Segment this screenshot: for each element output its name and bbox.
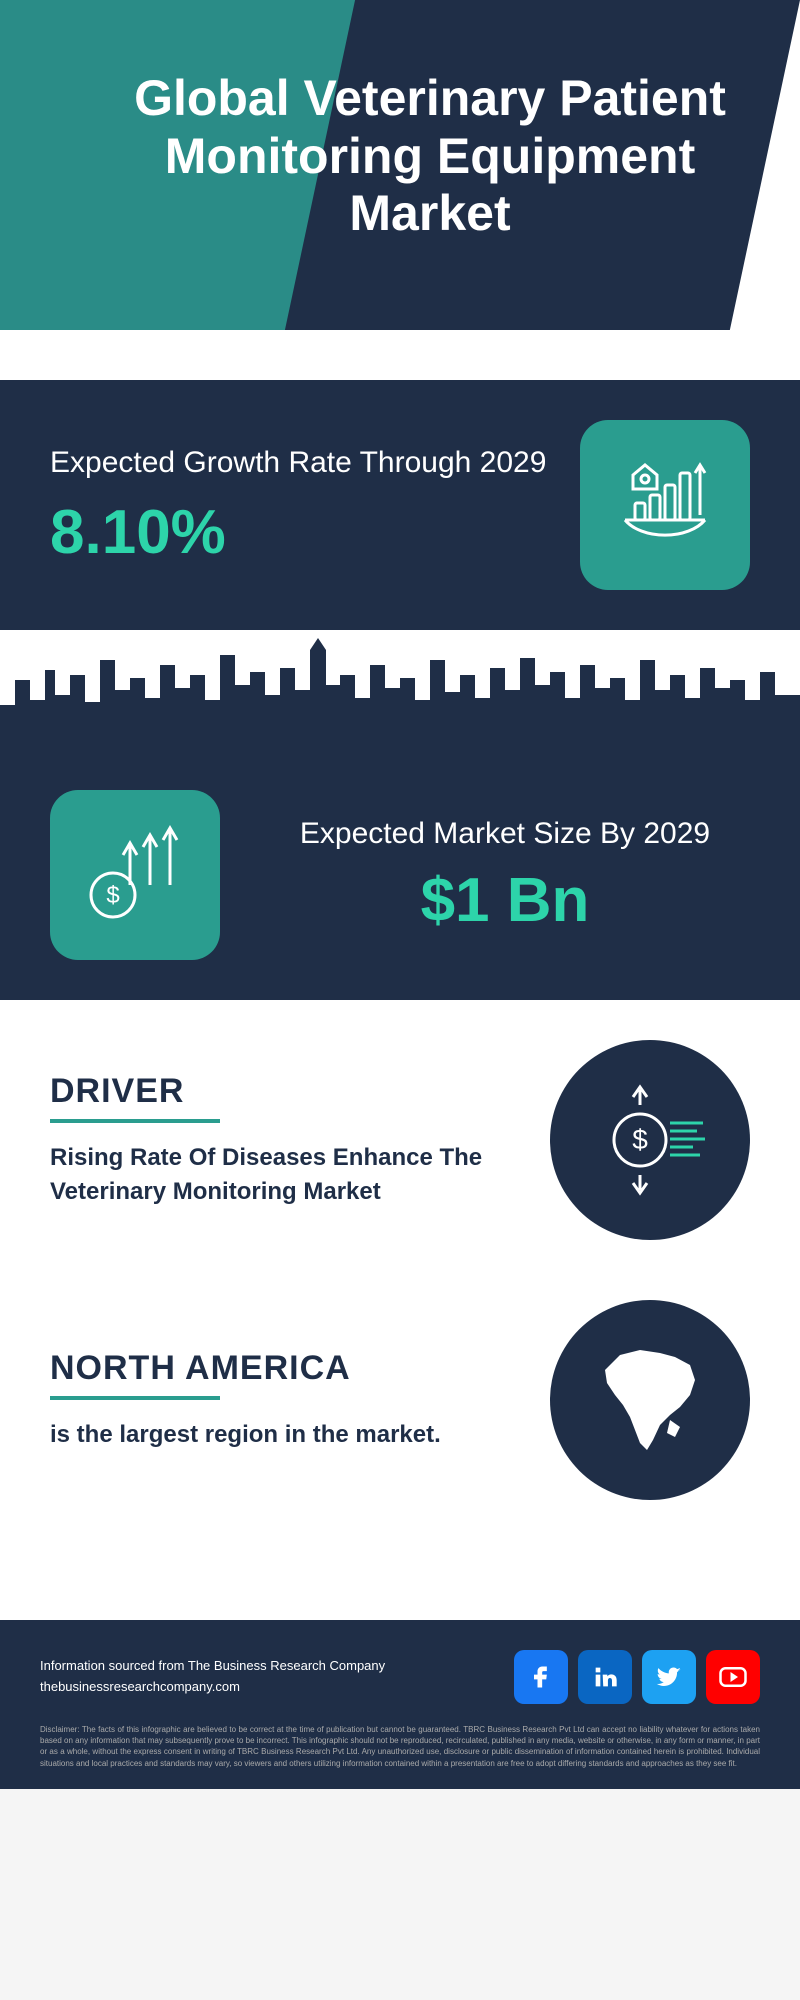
heading-underline: [50, 1396, 220, 1400]
svg-text:$: $: [632, 1124, 648, 1155]
growth-label: Expected Growth Rate Through 2029: [50, 443, 580, 482]
driver-text: DRIVER Rising Rate Of Diseases Enhance T…: [50, 1072, 510, 1208]
footer-source: Information sourced from The Business Re…: [40, 1656, 385, 1698]
region-heading: NORTH AMERICA: [50, 1349, 510, 1388]
footer: Information sourced from The Business Re…: [0, 1620, 800, 1789]
market-value: $1 Bn: [260, 865, 750, 936]
svg-text:$: $: [106, 882, 119, 909]
growth-section: Expected Growth Rate Through 2029 8.10%: [0, 380, 800, 630]
header: Global Veterinary Patient Monitoring Equ…: [0, 0, 800, 380]
growth-value: 8.10%: [50, 497, 580, 568]
growth-chart-icon: [580, 420, 750, 590]
market-label: Expected Market Size By 2029: [260, 814, 750, 853]
driver-heading: DRIVER: [50, 1072, 510, 1111]
money-flow-icon: $: [550, 1040, 750, 1240]
footer-top: Information sourced from The Business Re…: [40, 1650, 760, 1704]
driver-row: DRIVER Rising Rate Of Diseases Enhance T…: [50, 1040, 750, 1240]
info-sections: DRIVER Rising Rate Of Diseases Enhance T…: [0, 1000, 800, 1620]
heading-underline: [50, 1119, 220, 1123]
page-title: Global Veterinary Patient Monitoring Equ…: [120, 70, 740, 243]
driver-body: Rising Rate Of Diseases Enhance The Vete…: [50, 1141, 510, 1208]
growth-text: Expected Growth Rate Through 2029 8.10%: [50, 443, 580, 568]
market-text: Expected Market Size By 2029 $1 Bn: [260, 814, 750, 936]
social-row: [514, 1650, 760, 1704]
source-line-1: Information sourced from The Business Re…: [40, 1656, 385, 1677]
linkedin-icon[interactable]: [578, 1650, 632, 1704]
region-row: NORTH AMERICA is the largest region in t…: [50, 1300, 750, 1500]
infographic: Global Veterinary Patient Monitoring Equ…: [0, 0, 800, 1789]
dollar-growth-icon: $: [50, 790, 220, 960]
region-text: NORTH AMERICA is the largest region in t…: [50, 1349, 510, 1452]
disclaimer-text: Disclaimer: The facts of this infographi…: [40, 1724, 760, 1769]
source-line-2: thebusinessresearchcompany.com: [40, 1677, 385, 1698]
north-america-map-icon: [550, 1300, 750, 1500]
market-section: $ Expected Market Size By 2029 $1 Bn: [0, 750, 800, 1000]
skyline-divider: [0, 630, 800, 750]
twitter-icon[interactable]: [642, 1650, 696, 1704]
youtube-icon[interactable]: [706, 1650, 760, 1704]
region-body: is the largest region in the market.: [50, 1418, 510, 1452]
facebook-icon[interactable]: [514, 1650, 568, 1704]
